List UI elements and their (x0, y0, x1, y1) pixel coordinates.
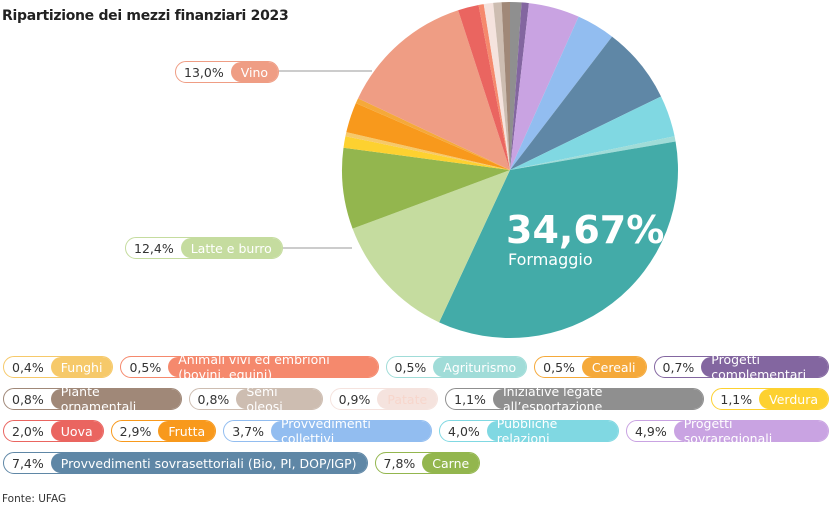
legend-pct: 0,4% (12, 359, 44, 375)
callout-label: Vino (230, 62, 279, 82)
legend-label: Frutta (158, 421, 216, 441)
legend-label: Semi oleosi (236, 384, 322, 414)
source-note: Fonte: UFAG (2, 493, 67, 505)
legend-item: 3,7% Provvedimenti collettivi (223, 416, 433, 446)
pie-slice-verdura (343, 136, 510, 170)
pie-slice-frutta (346, 103, 510, 170)
legend-label: Funghi (50, 357, 113, 377)
pie-slice-latte-e-burro (352, 170, 510, 323)
legend-label: Progetti sovraregionali (673, 416, 828, 446)
legend-item: 0,8% Semi oleosi (188, 384, 323, 414)
legend-item: 1,1% Iniziative legate all’esportazione (445, 384, 705, 414)
legend-item: 0,7% Progetti complementari (653, 352, 829, 382)
pie-slice-semi-oleosi (493, 2, 510, 170)
legend-label: Uova (50, 421, 103, 441)
callout-label: Latte e burro (180, 238, 282, 258)
legend-pct: 0,7% (662, 359, 695, 375)
legend-item: 0,5% Agriturismo (385, 356, 528, 378)
legend-item: 4,0% Pubbliche relazioni (439, 416, 619, 446)
pie-slice-pubbliche-relazioni (510, 96, 675, 170)
legend-label: Provvedimenti sovrasettoriali (Bio, PI, … (50, 453, 367, 473)
legend-pct: 0,5% (543, 359, 575, 375)
pie-slice-animali-vivi-ed-embrioni-bovini-equini- (478, 4, 510, 170)
pie-slice-formaggio (439, 141, 678, 338)
legend-label: Piante ornamentali (50, 384, 181, 414)
callout-pct: 12,4% (134, 240, 174, 256)
callout-latte-e-burro: 12,4% Latte e burro (125, 237, 283, 259)
pie-slice-iniziative-legate-all-esportazione (510, 2, 522, 170)
legend-label: Verdura (759, 389, 828, 409)
pie-slice-piante-ornamentali (501, 2, 510, 170)
legend-item: 0,8% Piante ornamentali (3, 384, 182, 414)
legend-label: Progetti complementari (701, 352, 828, 382)
legend-pct: 0,5% (129, 359, 162, 375)
legend-row: 7,4% Provvedimenti sovrasettoriali (Bio, … (3, 452, 487, 474)
legend-pct: 4,0% (448, 423, 480, 439)
legend-item: 1,1% Verdura (711, 388, 829, 410)
pie-slice-patate (483, 2, 510, 170)
legend-item: 7,8% Carne (374, 452, 481, 474)
legend-pct: 7,4% (12, 455, 44, 471)
highlight-value: 34,67% (506, 208, 665, 252)
legend-label: Patate (377, 389, 438, 409)
legend-label: Cereali (581, 357, 646, 377)
callout-vino: 13,0% Vino (175, 61, 280, 83)
chart-title: Ripartizione dei mezzi finanziari 2023 (2, 8, 289, 24)
legend-pct: 0,8% (197, 391, 230, 407)
legend-row: 2,0% Uova 2,9% Frutta 3,7% Provvedimenti coll… (3, 416, 836, 446)
legend-item: 0,4% Funghi (3, 356, 114, 378)
pie-slice-provvedimenti-collettivi (510, 16, 613, 171)
highlight-label: Formaggio (508, 250, 593, 269)
pie-slice-cereali (355, 98, 510, 170)
legend-pct: 4,9% (634, 423, 667, 439)
legend-label: Iniziative legate all’esportazione (492, 384, 704, 414)
legend-label: Agriturismo (433, 357, 527, 377)
legend-pct: 1,1% (720, 391, 753, 407)
pie-slice-uova (458, 4, 510, 171)
pie-slice-carne (341, 147, 510, 229)
pie-slice-provvedimenti-sovrasettoriali-bio-pi-dop-igp- (510, 36, 662, 170)
pie-slice-vino (358, 10, 510, 170)
legend-pct: 3,7% (232, 423, 264, 439)
legend-pct: 7,8% (383, 455, 416, 471)
legend-item: 2,9% Frutta (110, 420, 217, 442)
legend-pct: 2,0% (12, 423, 44, 439)
legend-row: 0,8% Piante ornamentali 0,8% Semi oleosi 0,9… (3, 384, 836, 414)
legend-item: 2,0% Uova (3, 420, 104, 442)
legend-item: 0,5% Animali vivi ed embrioni (bovini, eq… (120, 352, 379, 382)
pie-slice-agriturismo (510, 136, 676, 170)
legend-item: 7,4% Provvedimenti sovrasettoriali (Bio, … (3, 452, 368, 474)
legend-pct: 1,1% (454, 391, 486, 407)
pie-slice-funghi (345, 132, 510, 170)
legend-label: Pubbliche relazioni (486, 416, 618, 446)
legend-pct: 2,9% (119, 423, 152, 439)
legend-pct: 0,5% (394, 359, 427, 375)
legend-pct: 0,8% (12, 391, 44, 407)
pie-slice-progetti-sovraregionali (510, 3, 579, 170)
legend-row: 0,4% Funghi 0,5% Animali vivi ed embrioni (… (3, 352, 836, 382)
legend-item: 0,9% Patate (329, 388, 439, 410)
pie-slice-progetti-complementari (510, 2, 529, 170)
legend-item: 0,5% Cereali (534, 356, 647, 378)
legend-label: Animali vivi ed embrioni (bovini, equini… (168, 352, 378, 382)
callout-pct: 13,0% (184, 64, 224, 80)
legend-label: Provvedimenti collettivi (270, 416, 432, 446)
legend-pct: 0,9% (338, 391, 371, 407)
legend-item: 4,9% Progetti sovraregionali (625, 416, 829, 446)
legend-label: Carne (422, 453, 480, 473)
